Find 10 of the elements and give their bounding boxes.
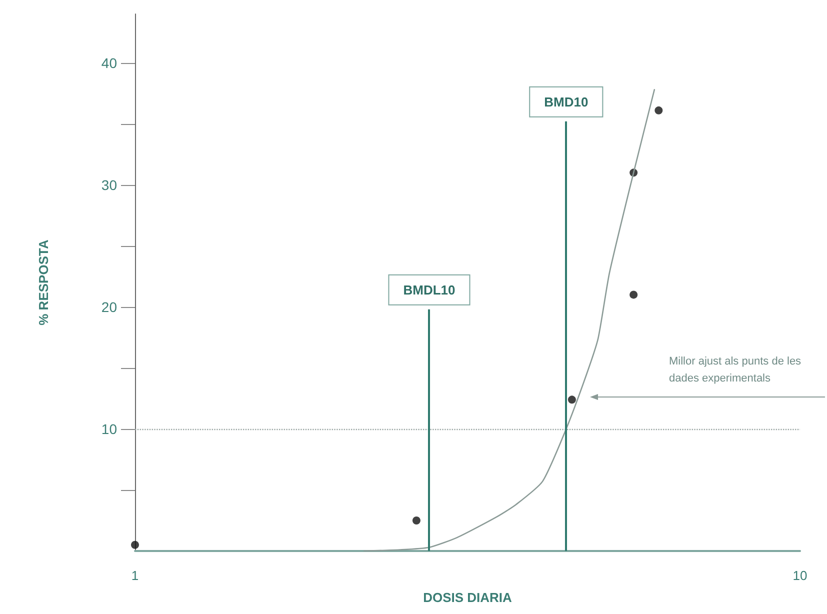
x-axis-title: DOSIS DIARIA: [423, 590, 513, 605]
ref-line-label: BMD10: [544, 94, 588, 110]
ref-line-label: BMDL10: [403, 282, 456, 298]
y-axis-title: % RESPOSTA: [36, 239, 51, 326]
annotation: Millor ajust als punts de les dades experimentals: [669, 356, 804, 384]
x-tick-label: 1: [131, 568, 139, 583]
y-tick-label: 10: [101, 420, 118, 437]
y-tick-label: 30: [101, 176, 118, 193]
y-tick-label: 40: [101, 54, 118, 71]
y-tick-label: 20: [101, 298, 118, 315]
